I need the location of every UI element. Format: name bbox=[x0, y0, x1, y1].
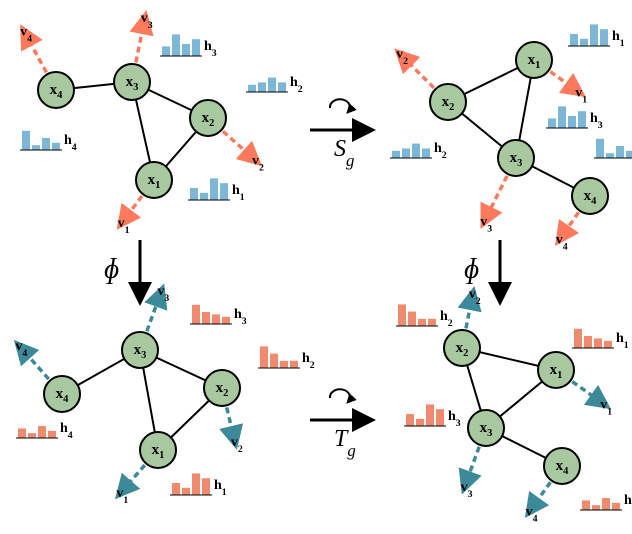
svg-text:h2: h2 bbox=[302, 351, 315, 371]
histogram: h1 bbox=[568, 24, 625, 48]
histogram: h4 bbox=[594, 139, 632, 161]
vector-arrow bbox=[124, 196, 142, 220]
svg-text:h3: h3 bbox=[590, 111, 603, 131]
svg-text:v4: v4 bbox=[15, 339, 27, 359]
svg-text:v1: v1 bbox=[600, 397, 612, 417]
svg-text:h1: h1 bbox=[616, 331, 629, 351]
vector-arrow bbox=[550, 72, 576, 90]
vector-arrow bbox=[147, 295, 160, 331]
diagram-canvas: v1v2v3v4x1x2x3x4h1h2h3h4v1v2v3v4x1x2x3x4… bbox=[0, 0, 632, 534]
svg-text:Tg: Tg bbox=[334, 426, 356, 460]
svg-text:h2: h2 bbox=[434, 141, 447, 161]
svg-text:h3: h3 bbox=[204, 39, 217, 59]
svg-text:v4: v4 bbox=[556, 232, 568, 252]
histogram: h3 bbox=[404, 404, 461, 428]
vector-arrow bbox=[562, 212, 579, 236]
svg-text:h2: h2 bbox=[440, 309, 453, 329]
histogram: h4 bbox=[20, 131, 77, 153]
vector-arrow bbox=[136, 22, 144, 62]
histogram: h2 bbox=[258, 346, 315, 370]
histogram: h3 bbox=[546, 106, 603, 130]
loop-icon bbox=[330, 99, 350, 112]
histogram: h4 bbox=[580, 493, 632, 513]
svg-text:h4: h4 bbox=[624, 493, 632, 513]
loop-icon bbox=[330, 389, 350, 402]
histogram: h3 bbox=[190, 305, 247, 327]
svg-text:h1: h1 bbox=[612, 29, 625, 49]
svg-text:h2: h2 bbox=[290, 75, 303, 95]
svg-text:v2: v2 bbox=[231, 435, 243, 455]
svg-text:ɸ: ɸ bbox=[464, 254, 479, 285]
vector-arrow bbox=[466, 447, 479, 483]
histogram: h1 bbox=[188, 178, 245, 202]
histogram: h3 bbox=[160, 34, 217, 58]
histogram: h2 bbox=[390, 141, 447, 161]
histogram: h1 bbox=[170, 473, 227, 497]
vector-arrow bbox=[572, 382, 601, 402]
histogram: h4 bbox=[16, 421, 73, 441]
vector-arrow bbox=[123, 465, 145, 490]
vector-arrow bbox=[466, 298, 472, 328]
svg-text:v4: v4 bbox=[20, 24, 32, 44]
svg-text:v3: v3 bbox=[480, 215, 492, 235]
svg-text:v1: v1 bbox=[116, 486, 128, 506]
histogram: h1 bbox=[572, 329, 629, 351]
svg-text:h4: h4 bbox=[64, 133, 77, 153]
svg-text:v1: v1 bbox=[575, 85, 587, 105]
svg-text:h3: h3 bbox=[448, 409, 461, 429]
histogram: h2 bbox=[246, 75, 303, 95]
svg-text:h3: h3 bbox=[234, 307, 247, 327]
vector-arrow bbox=[223, 131, 253, 158]
svg-text:v4: v4 bbox=[526, 504, 538, 524]
svg-text:h4: h4 bbox=[60, 421, 73, 441]
svg-text:v1: v1 bbox=[118, 216, 130, 236]
vector-arrow bbox=[486, 176, 507, 218]
histogram: h2 bbox=[396, 304, 453, 328]
svg-text:v2: v2 bbox=[252, 154, 264, 174]
vector-arrow bbox=[532, 482, 550, 508]
svg-text:v2: v2 bbox=[396, 47, 408, 66]
svg-text:ɸ: ɸ bbox=[104, 254, 119, 285]
svg-text:Sg: Sg bbox=[334, 136, 354, 170]
svg-text:h1: h1 bbox=[214, 478, 227, 498]
svg-text:v3: v3 bbox=[461, 480, 473, 500]
svg-text:h1: h1 bbox=[232, 183, 245, 203]
vector-arrow bbox=[227, 407, 234, 438]
